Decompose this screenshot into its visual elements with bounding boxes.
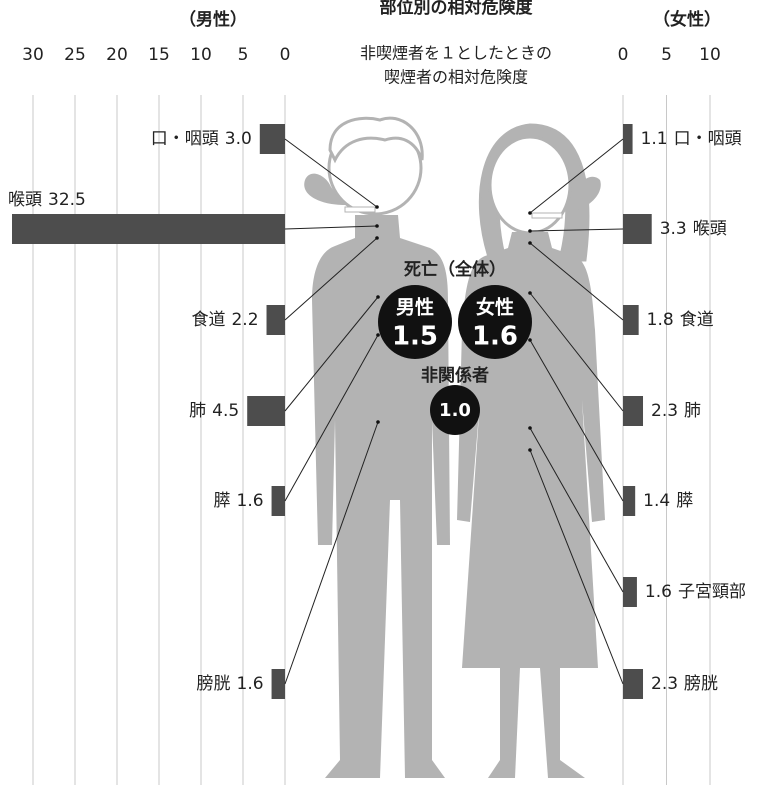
bar-label: 1.4 膵 <box>643 491 693 511</box>
bar <box>12 214 285 244</box>
male-label: 男性 <box>396 296 434 319</box>
bar <box>272 669 285 699</box>
anchor-dot <box>375 224 379 228</box>
category-label: 膵 <box>676 491 693 511</box>
bar <box>623 396 643 426</box>
anchor-dot <box>375 205 379 209</box>
bar <box>623 486 635 516</box>
bar <box>260 124 285 154</box>
bar-label: 口・咽頭 3.0 <box>151 129 252 149</box>
bar-label: 3.3 喉頭 <box>660 219 727 239</box>
value-label: 1.6 <box>237 491 264 511</box>
anchor-dot <box>528 211 532 215</box>
value-label: 1.6 <box>237 674 264 694</box>
value-label: 2.2 <box>231 310 258 330</box>
anchor-dot <box>376 295 380 299</box>
subtitle: 喫煙者の相対危険度 <box>384 68 528 87</box>
bar <box>623 669 643 699</box>
bar <box>623 577 637 607</box>
female-label: 女性 <box>476 296 514 319</box>
value-label: 32.5 <box>48 190 86 210</box>
bar-label: 2.3 膀胱 <box>651 674 718 694</box>
female-title: （女性） <box>653 9 721 30</box>
bar <box>267 305 285 335</box>
value-label: 1.8 <box>647 310 674 330</box>
bar-label: 2.3 肺 <box>651 401 701 421</box>
category-label: 喉頭 <box>8 190 42 210</box>
value-label: 1.1 <box>641 129 668 149</box>
category-label: 肺 <box>189 401 206 421</box>
bar <box>272 486 285 516</box>
x-tick-label: 10 <box>190 45 212 65</box>
bar-label: 1.8 食道 <box>647 310 714 330</box>
anchor-dot <box>375 236 379 240</box>
anchor-dot <box>528 291 532 295</box>
female-value: 1.6 <box>472 322 518 352</box>
anchor-dot <box>376 333 380 337</box>
x-tick-label: 10 <box>699 45 721 65</box>
male-value: 1.5 <box>392 322 438 352</box>
anchor-dot <box>528 448 532 452</box>
category-label: 口・咽頭 <box>151 129 219 149</box>
value-label: 3.0 <box>225 129 252 149</box>
woman-head <box>490 137 570 233</box>
chart: 部位別の相対危険度 非喫煙者を１としたときの 喫煙者の相対危険度 （男性） （女… <box>0 0 765 785</box>
value-label: 2.3 <box>651 401 678 421</box>
subtitle: 非喫煙者を１としたときの <box>360 44 552 63</box>
man-cigarette <box>345 207 375 212</box>
bar <box>623 305 639 335</box>
bar <box>247 396 285 426</box>
bar-label: 膵 1.6 <box>214 491 264 511</box>
x-tick-label: 25 <box>64 45 86 65</box>
x-tick-label: 0 <box>618 45 629 65</box>
anchor-dot <box>376 420 380 424</box>
category-label: 膀胱 <box>197 674 231 694</box>
value-label: 1.4 <box>643 491 670 511</box>
category-label: 子宮頸部 <box>678 582 746 602</box>
bar-label: 膀胱 1.6 <box>197 674 264 694</box>
anchor-dot <box>528 241 532 245</box>
category-label: 食道 <box>191 310 225 330</box>
x-tick-label: 20 <box>106 45 128 65</box>
woman-cigarette <box>532 213 562 218</box>
bar-label: 1.6 子宮頸部 <box>645 582 746 602</box>
bar <box>623 124 633 154</box>
anchor-dot <box>528 338 532 342</box>
value-label: 1.6 <box>645 582 672 602</box>
category-label: 喉頭 <box>693 219 727 239</box>
x-tick-label: 15 <box>148 45 170 65</box>
anchor-dot <box>528 426 532 430</box>
bar-label: 食道 2.2 <box>191 310 258 330</box>
category-label: 肺 <box>684 401 701 421</box>
mortality-title: 死亡（全体） <box>404 259 506 280</box>
x-tick-label: 5 <box>661 45 672 65</box>
category-label: 食道 <box>680 310 714 330</box>
male-title: （男性） <box>179 9 247 30</box>
x-tick-label: 0 <box>280 45 291 65</box>
bar-label: 肺 4.5 <box>189 401 239 421</box>
x-tick-label: 30 <box>22 45 44 65</box>
value-label: 4.5 <box>212 401 239 421</box>
value-label: 3.3 <box>660 219 687 239</box>
value-label: 2.3 <box>651 674 678 694</box>
category-label: 膀胱 <box>684 674 718 694</box>
bar-label: 1.1 口・咽頭 <box>641 129 742 149</box>
reference-label: 非関係者 <box>421 365 489 386</box>
title: 部位別の相対危険度 <box>380 0 534 18</box>
anchor-dot <box>528 229 532 233</box>
bar-label: 喉頭 32.5 <box>8 190 86 210</box>
silhouettes <box>304 118 605 778</box>
category-label: 口・咽頭 <box>674 129 742 149</box>
x-tick-label: 5 <box>238 45 249 65</box>
reference-value: 1.0 <box>439 400 471 421</box>
bar <box>623 214 652 244</box>
category-label: 膵 <box>214 491 231 511</box>
